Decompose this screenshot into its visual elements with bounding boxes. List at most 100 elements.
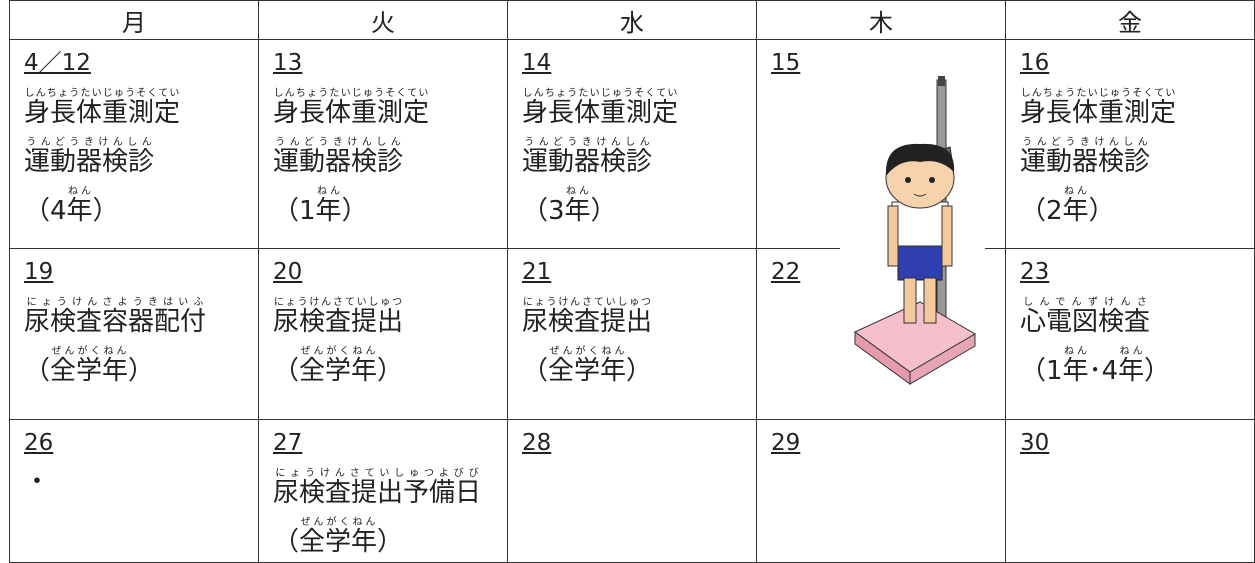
date: 15 (771, 50, 801, 76)
week-row: 26 ・ 27 尿検査提出予備日にょうけんさていしゅつよびび （全学年ぜんがくねん） 28… (9, 419, 1255, 563)
event-text: 身長体重測定 (522, 98, 679, 128)
ruby-text: 尿検査提出にょうけんさていしゅつ (522, 298, 653, 337)
event-text: 全学年 (548, 356, 627, 386)
ruby-text: 身長体重測定しんちょうたいじゅうそくてい (24, 89, 181, 128)
ruby-text: 全学年ぜんがくねん (548, 347, 627, 386)
event-text: 運動器検診 (522, 147, 653, 177)
ruby-text: 心電図検査しんでんずけんさ (1020, 298, 1151, 337)
furigana: しんちょうたいじゅうそくてい (24, 88, 181, 99)
event-line: 身長体重測定しんちょうたいじゅうそくてい (1020, 88, 1254, 128)
event-line: 身長体重測定しんちょうたいじゅうそくてい (522, 88, 756, 128)
furigana: ねん (1062, 346, 1089, 357)
furigana: ぜんがくねん (50, 346, 129, 357)
ruby-text: 全学年ぜんがくねん (299, 518, 377, 557)
event-line: 身長体重測定しんちょうたいじゅうそくてい (24, 88, 258, 128)
event-line: 心電図検査しんでんずけんさ (1020, 297, 1254, 337)
day-cell: 23 心電図検査しんでんずけんさ （1年ねん･4年ねん） (1005, 248, 1255, 420)
event-text: 尿検査提出 (522, 307, 653, 337)
event-text: （1 (273, 196, 316, 226)
event-text: 年 (564, 196, 591, 226)
furigana: うんどうきけんしん (522, 137, 653, 148)
event-line: 運動器検診うんどうきけんしん (273, 137, 507, 177)
event-text: （2 (1020, 196, 1063, 226)
furigana: にょうけんさていしゅつ (522, 297, 653, 308)
event-text: 身長体重測定 (273, 98, 430, 128)
furigana: ねん (1118, 346, 1145, 357)
event-text: 身長体重測定 (24, 98, 181, 128)
event-text: ・ (24, 467, 51, 497)
ruby-text: 年ねん (1063, 347, 1089, 386)
ruby-text: 年ねん (1118, 347, 1144, 386)
height-scale-illustration (840, 72, 985, 407)
day-header: 金 (1005, 0, 1255, 40)
event-line: （全学年ぜんがくねん） (273, 346, 507, 386)
ruby-text: 年ねん (1062, 187, 1089, 226)
ruby-text: 全学年ぜんがくねん (299, 347, 378, 386)
event-text: 年 (66, 196, 93, 226)
event-text: ） (92, 196, 119, 226)
furigana: うんどうきけんしん (1020, 137, 1151, 148)
furigana: にょうけんさていしゅつ (273, 297, 404, 308)
event-text: 心電図検査 (1020, 307, 1151, 337)
date: 29 (771, 430, 801, 456)
event-text: 尿検査容器配付 (24, 307, 207, 337)
ruby-text: 運動器検診うんどうきけんしん (1020, 138, 1150, 177)
event-text: ） (626, 356, 653, 386)
ruby-text: 身長体重測定しんちょうたいじゅうそくてい (1020, 89, 1177, 128)
event-text: ） (377, 527, 404, 557)
furigana: ねん (1062, 186, 1089, 197)
event-line: 尿検査提出にょうけんさていしゅつ (522, 297, 756, 337)
furigana: にょうけんさていしゅつよびび (273, 468, 482, 479)
date: 14 (522, 50, 552, 76)
day-cell: 27 尿検査提出予備日にょうけんさていしゅつよびび （全学年ぜんがくねん） (258, 419, 508, 563)
day-cell: 16 身長体重測定しんちょうたいじゅうそくてい 運動器検診うんどうきけんしん （2年ね… (1005, 39, 1255, 249)
event-text: 全学年 (299, 356, 378, 386)
day-header: 月 (9, 0, 259, 40)
date: 19 (24, 259, 54, 285)
date: 23 (1020, 259, 1050, 285)
event-text: ） (128, 356, 155, 386)
date: 26 (24, 430, 54, 456)
day-cell: 29 (756, 419, 1006, 563)
event-line: （全学年ぜんがくねん） (24, 346, 258, 386)
header-row: 月火水木金 (9, 0, 1255, 40)
calendar-table: 月火水木金 4／12 身長体重測定しんちょうたいじゅうそくてい 運動器検診うんどうき… (9, 0, 1255, 563)
furigana: ぜんがくねん (299, 517, 378, 528)
event-line: 身長体重測定しんちょうたいじゅうそくてい (273, 88, 507, 128)
event-text: （4 (24, 196, 67, 226)
event-text: 尿検査提出予備日 (273, 478, 482, 508)
furigana: うんどうきけんしん (24, 137, 155, 148)
date: 28 (522, 430, 552, 456)
event-text: ） (1144, 356, 1171, 386)
ruby-text: 尿検査提出にょうけんさていしゅつ (273, 298, 403, 337)
day-cell: 14 身長体重測定しんちょうたいじゅうそくてい運動器検診うんどうきけんしん （3年ね… (507, 39, 757, 249)
ruby-text: 身長体重測定しんちょうたいじゅうそくてい (522, 89, 679, 128)
event-text: （ (273, 527, 300, 557)
event-line: （4年ねん） (24, 186, 258, 226)
event-line: ・ (24, 468, 258, 496)
ruby-text: 年ねん (66, 187, 93, 226)
date: 16 (1020, 50, 1050, 76)
event-text: 年 (1062, 196, 1089, 226)
ruby-text: 年ねん (316, 187, 342, 226)
event-text: 身長体重測定 (1020, 98, 1177, 128)
event-text: ） (341, 196, 368, 226)
event-line: 尿検査提出予備日にょうけんさていしゅつよびび (273, 468, 507, 508)
event-line: （3年ねん） (522, 186, 756, 226)
furigana: ぜんがくねん (299, 346, 378, 357)
day-header: 木 (756, 0, 1006, 40)
day-cell: 21 尿検査提出にょうけんさていしゅつ （全学年ぜんがくねん） (507, 248, 757, 420)
event-line: （1年ねん･4年ねん） (1020, 346, 1254, 386)
event-line: 運動器検診うんどうきけんしん (1020, 137, 1254, 177)
event-text: 全学年 (50, 356, 129, 386)
day-cell: 19 尿検査容器配付にょうけんさようきはいふ （全学年ぜんがくねん） (9, 248, 259, 420)
day-header: 火 (258, 0, 508, 40)
furigana: しんちょうたいじゅうそくてい (1020, 88, 1177, 99)
event-text: 運動器検診 (273, 147, 404, 177)
week-row: 19 尿検査容器配付にょうけんさようきはいふ （全学年ぜんがくねん） 20 尿検査提出に… (9, 248, 1255, 420)
event-line: 尿検査提出にょうけんさていしゅつ (273, 297, 507, 337)
date: 4／12 (24, 50, 91, 76)
ruby-text: 運動器検診うんどうきけんしん (24, 138, 155, 177)
event-text: 運動器検診 (24, 147, 155, 177)
